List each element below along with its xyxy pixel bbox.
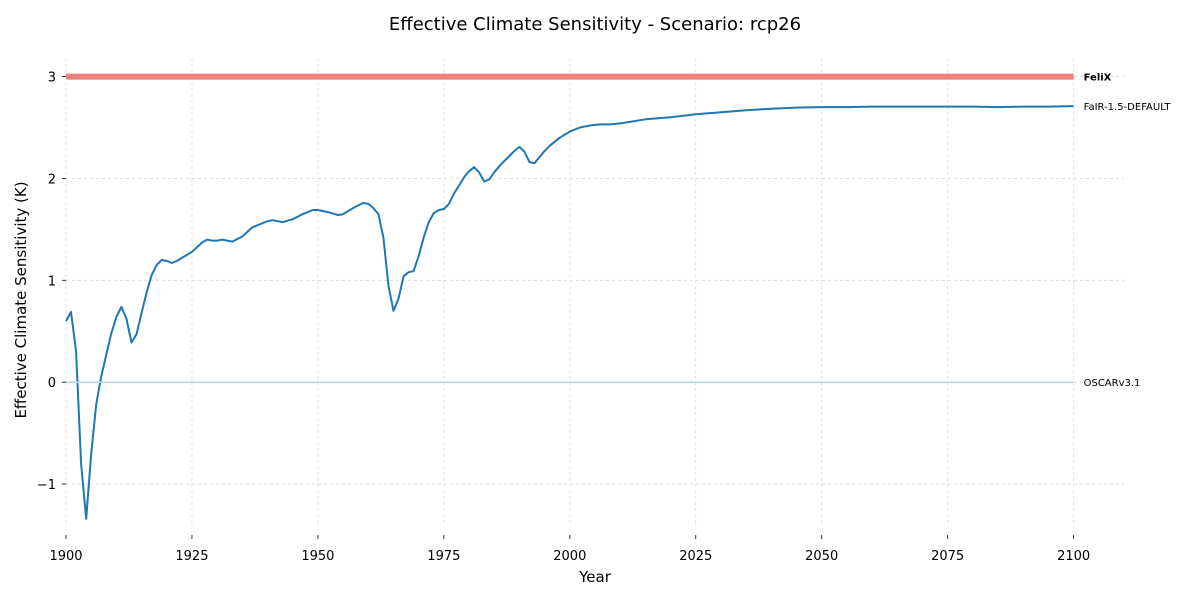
x-tick-label: 1900 xyxy=(49,549,82,564)
x-tick-label: 1950 xyxy=(301,549,334,564)
x-tick-label: 1975 xyxy=(427,549,460,564)
y-tick-label: 2 xyxy=(48,172,56,187)
x-tick-label: 2100 xyxy=(1057,549,1090,564)
x-tick-label: 1925 xyxy=(175,549,208,564)
series-labels: FeliX FaIR-1.5-DEFAULT OSCARv3.1 xyxy=(1084,73,1172,390)
x-axis-label: Year xyxy=(578,568,612,586)
series-label-felix: FeliX xyxy=(1084,73,1112,84)
y-tick-label: 1 xyxy=(48,274,56,289)
y-axis-label: Effective Climate Sensitivity (K) xyxy=(12,181,30,418)
x-tick-label: 2075 xyxy=(931,549,964,564)
x-tick-label: 2025 xyxy=(679,549,712,564)
y-tick-label: 3 xyxy=(48,71,56,86)
grid xyxy=(65,58,1124,527)
chart-title: Effective Climate Sensitivity - Scenario… xyxy=(389,14,801,35)
series-layer xyxy=(65,73,1074,520)
y-tick-label: −1 xyxy=(37,478,56,493)
x-tick-label: 2000 xyxy=(553,549,586,564)
x-tick-label: 2050 xyxy=(805,549,838,564)
ticks: 1900 1925 1950 1975 2000 2025 2050 2075 2100 −1 0 1… xyxy=(37,71,1090,564)
series-line-fair-1-5-default xyxy=(65,105,1074,520)
series-label-fair-1-5-default: FaIR-1.5-DEFAULT xyxy=(1084,102,1172,113)
series-label-oscarv3-1: OSCARv3.1 xyxy=(1084,378,1141,389)
y-tick-label: 0 xyxy=(48,376,56,391)
